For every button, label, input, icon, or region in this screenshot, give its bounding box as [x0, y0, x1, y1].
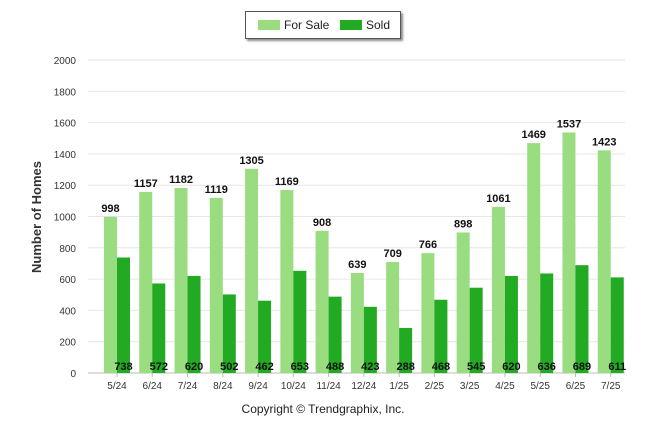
- x-tick-label: 6/25: [566, 381, 586, 392]
- data-label-sold: 502: [220, 361, 238, 373]
- bar-sold: [399, 327, 413, 373]
- y-tick-label: 600: [59, 275, 76, 286]
- x-tick-label: 9/24: [248, 381, 268, 392]
- legend-swatch-sold: [340, 20, 362, 30]
- x-tick-label: 7/25: [601, 381, 621, 392]
- data-label-sold: 488: [326, 361, 344, 373]
- bar-for-sale: [386, 262, 400, 373]
- data-label-for-sale: 1169: [275, 176, 299, 188]
- data-label-for-sale: 1157: [134, 178, 158, 190]
- y-tick-label: 1800: [54, 87, 77, 98]
- data-label-for-sale: 1305: [239, 155, 263, 167]
- bar-sold: [187, 275, 201, 373]
- data-label-for-sale: 639: [348, 259, 366, 271]
- bar-sold: [152, 283, 166, 373]
- bar-for-sale: [491, 206, 505, 373]
- bar-for-sale: [209, 197, 223, 373]
- bar-sold: [363, 306, 377, 373]
- x-tick-label: 5/24: [107, 381, 127, 392]
- bar-for-sale: [245, 168, 259, 373]
- data-label-sold: 468: [432, 361, 450, 373]
- data-label-sold: 738: [114, 361, 132, 373]
- bar-for-sale: [174, 188, 188, 373]
- legend-swatch-for-sale: [258, 20, 280, 30]
- x-tick-label: 3/25: [460, 381, 480, 392]
- y-tick-label: 400: [59, 306, 76, 317]
- bar-sold: [434, 299, 448, 373]
- bar-for-sale: [350, 272, 364, 373]
- x-tick-label: 5/25: [530, 381, 550, 392]
- copyright-text: Copyright © Trendgraphix, Inc.: [241, 402, 405, 416]
- data-label-sold: 462: [255, 361, 273, 373]
- data-label-for-sale: 898: [454, 218, 472, 230]
- data-label-for-sale: 709: [383, 248, 401, 260]
- data-label-for-sale: 1182: [169, 174, 193, 186]
- data-label-sold: 572: [150, 361, 168, 373]
- data-label-for-sale: 1469: [521, 129, 545, 141]
- y-tick-label: 1600: [54, 119, 77, 130]
- legend-label-sold: Sold: [366, 18, 391, 32]
- data-label-sold: 288: [396, 361, 414, 373]
- y-tick-label: 2000: [54, 56, 77, 67]
- legend-label-for-sale: For Sale: [284, 18, 330, 32]
- x-tick-label: 12/24: [351, 381, 376, 392]
- x-tick-label: 1/25: [389, 381, 409, 392]
- data-label-for-sale: 908: [313, 217, 331, 229]
- y-axis-ticks: 0 200 400 600 800 1000 1200 1400 1600 1800 2000: [54, 56, 77, 380]
- data-label-for-sale: 1423: [592, 136, 616, 148]
- bar-for-sale: [456, 232, 470, 373]
- x-axis-ticks: 5/24 6/24 7/24 8/24 9/24 10/24 11/24 12/24 1/25 2…: [107, 373, 621, 392]
- x-tick-label: 7/24: [178, 381, 198, 392]
- data-label-sold: 611: [608, 361, 626, 373]
- data-label-sold: 689: [573, 361, 591, 373]
- bar-for-sale: [104, 216, 117, 373]
- legend-item-for-sale: For Sale: [258, 18, 329, 32]
- data-label-sold: 636: [538, 361, 556, 373]
- y-tick-label: 200: [59, 338, 76, 349]
- x-tick-label: 6/24: [143, 381, 163, 392]
- legend: For Sale Sold: [245, 11, 401, 39]
- y-tick-label: 1400: [54, 150, 77, 161]
- x-tick-label: 11/24: [316, 381, 341, 392]
- x-tick-label: 4/25: [495, 381, 515, 392]
- bar-sold: [504, 275, 518, 373]
- bar-sold: [258, 300, 272, 373]
- bar-for-sale: [597, 150, 611, 373]
- bar-for-sale: [280, 190, 294, 373]
- y-tick-label: 0: [70, 369, 76, 380]
- y-tick-label: 1200: [54, 181, 77, 192]
- bar-for-sale: [527, 143, 541, 373]
- data-label-sold: 620: [502, 361, 520, 373]
- data-label-for-sale: 1537: [557, 118, 581, 130]
- bar-sold: [575, 265, 589, 373]
- y-tick-label: 800: [59, 244, 76, 255]
- bar-for-sale: [562, 132, 576, 373]
- x-tick-label: 2/25: [425, 381, 445, 392]
- bar-sold: [222, 294, 236, 373]
- data-label-for-sale: 1119: [205, 184, 228, 196]
- x-tick-label: 10/24: [281, 381, 306, 392]
- data-label-for-sale: 766: [419, 239, 437, 251]
- data-label-sold: 423: [361, 361, 379, 373]
- bar-for-sale: [315, 230, 329, 373]
- bar-sold: [117, 257, 130, 373]
- bar-sold: [469, 287, 483, 373]
- bars: 998 738 1157 572 1182 620 1119 502 1305 462 1169 65…: [101, 118, 626, 373]
- legend-item-sold: Sold: [340, 18, 390, 32]
- bar-sold: [293, 270, 307, 373]
- data-label-sold: 545: [467, 361, 485, 373]
- y-axis-label: Number of Homes: [29, 161, 44, 273]
- bar-sold: [610, 277, 624, 373]
- data-label-sold: 620: [185, 361, 203, 373]
- y-tick-label: 1000: [54, 213, 77, 224]
- data-label-for-sale: 1061: [486, 193, 510, 205]
- bar-sold: [328, 296, 342, 373]
- bar-for-sale: [139, 191, 153, 373]
- data-label-sold: 653: [291, 361, 309, 373]
- data-label-for-sale: 998: [101, 203, 119, 215]
- x-tick-label: 8/24: [213, 381, 233, 392]
- bar-sold: [540, 273, 554, 373]
- bar-for-sale: [421, 253, 435, 373]
